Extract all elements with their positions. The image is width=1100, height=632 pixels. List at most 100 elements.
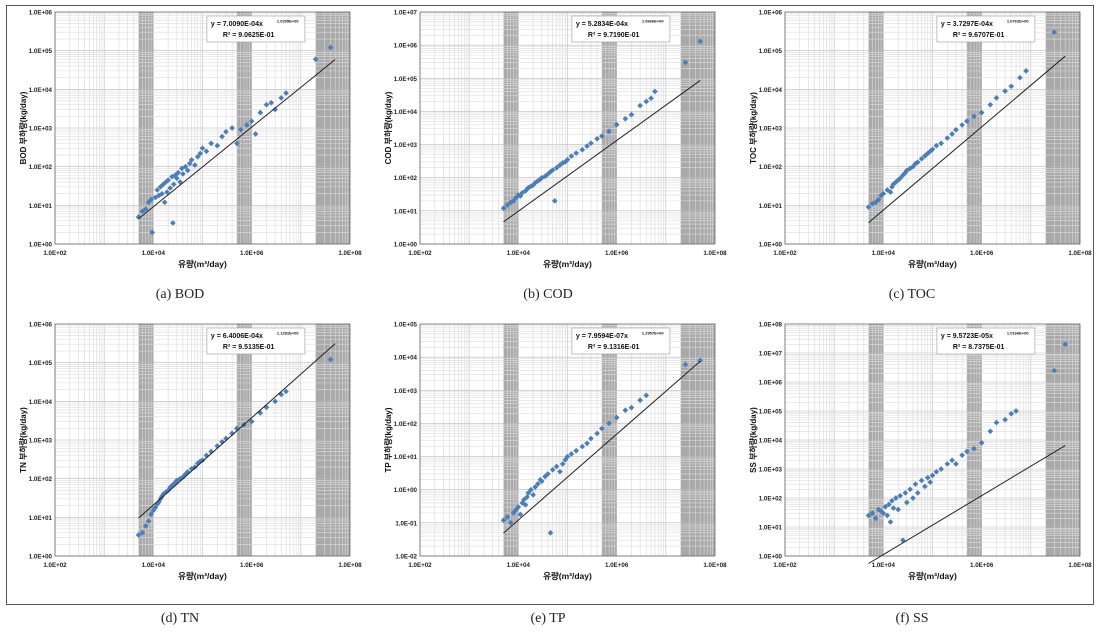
data-point xyxy=(223,128,229,135)
data-point xyxy=(579,443,586,450)
data-point xyxy=(606,420,612,427)
y-tick-label: 1.0E+04 xyxy=(394,109,418,116)
y-axis-label: TN 부하량(kg/day) xyxy=(18,407,28,473)
data-point xyxy=(248,118,255,125)
caption-toc: (c) TOC xyxy=(888,287,936,302)
x-axis-label: 유량(m³/day) xyxy=(908,259,957,269)
data-point xyxy=(918,477,925,484)
y-tick-label: 1.0E+00 xyxy=(759,554,783,561)
data-point xyxy=(599,425,605,432)
data-point xyxy=(588,140,594,147)
data-point xyxy=(237,126,244,133)
chart-bod: 1.0E+00 1.0E+01 1.0E+02 1.0E+03 1.0E+04 1.0E+… xyxy=(18,10,362,270)
data-point xyxy=(159,190,165,197)
equation-text: y = 9.5723E-05x xyxy=(941,333,993,340)
data-point xyxy=(278,95,285,101)
data-point xyxy=(594,430,600,437)
y-tick-label: 1.0E+07 xyxy=(759,351,783,358)
r-squared-text: R² = 9.6707E-01 xyxy=(953,32,1005,39)
data-point xyxy=(628,111,635,118)
x-tick-label: 1.0E+08 xyxy=(1068,562,1092,569)
equation-exponent: 1.1281E+00 xyxy=(277,331,299,336)
data-point xyxy=(564,156,571,163)
y-axis-label: TOC 부하량(kg/day) xyxy=(748,92,758,164)
data-point xyxy=(929,472,936,479)
data-point xyxy=(252,131,259,137)
trend-line xyxy=(503,360,701,534)
data-point xyxy=(924,474,931,481)
plot-border xyxy=(784,323,1081,557)
y-tick-label: 1.0E+03 xyxy=(394,388,418,395)
equation-box xyxy=(571,327,671,355)
data-point xyxy=(622,407,629,414)
y-tick-label: 1.0E+03 xyxy=(394,142,418,149)
x-tick-label: 1.0E+06 xyxy=(605,250,629,257)
x-tick-label: 1.0E+02 xyxy=(408,250,432,257)
trend-line xyxy=(868,55,1066,224)
data-point xyxy=(551,198,558,204)
trend-line xyxy=(868,445,1066,564)
data-point xyxy=(517,511,524,518)
x-tick-label: 1.0E+06 xyxy=(605,562,629,569)
y-tick-label: 1.0E+02 xyxy=(394,175,418,182)
r-squared-text: R² = 9.0625E-01 xyxy=(223,32,275,39)
data-point xyxy=(538,478,545,485)
y-tick-label: 1.0E+03 xyxy=(759,126,783,133)
caption-bod: (a) BOD xyxy=(155,287,205,302)
y-tick-label: 1.0E+05 xyxy=(29,360,53,367)
data-point xyxy=(959,452,965,458)
y-axis-label: TP 부하량(kg/day) xyxy=(383,407,393,472)
y-tick-label: 1.0E+03 xyxy=(29,438,53,445)
data-point xyxy=(521,496,527,503)
caption-tp: (e) TP xyxy=(530,611,566,626)
data-point xyxy=(161,199,168,206)
data-point xyxy=(234,140,240,147)
equation-box xyxy=(936,15,1036,43)
y-tick-label: 1.0E+05 xyxy=(394,322,418,329)
data-point xyxy=(547,530,554,536)
x-tick-label: 1.0E+04 xyxy=(872,562,896,569)
y-tick-label: 1.0E+06 xyxy=(29,10,53,17)
data-point xyxy=(180,171,186,177)
data-point xyxy=(987,101,994,108)
y-tick-label: 1.0E+00 xyxy=(394,487,418,494)
x-tick-label: 1.0E+06 xyxy=(970,562,994,569)
y-tick-label: 1.0E+01 xyxy=(29,515,53,522)
equation-text: y = 7.0090E-04x xyxy=(211,21,263,28)
x-tick-label: 1.0E+04 xyxy=(872,250,896,257)
y-tick-label: 1.0E+03 xyxy=(759,467,783,474)
data-point xyxy=(895,506,901,513)
plot-border xyxy=(54,11,351,245)
caption-cod: (b) COD xyxy=(523,287,573,302)
equation-box xyxy=(206,327,306,355)
y-tick-label: 1.0E+05 xyxy=(759,48,783,55)
data-point xyxy=(953,126,959,133)
data-point xyxy=(165,177,171,183)
x-tick-label: 1.0E+06 xyxy=(240,250,264,257)
chart-tn: 1.0E+00 1.0E+01 1.0E+02 1.0E+03 1.0E+04 1.0E+… xyxy=(18,322,362,582)
y-tick-label: 1.0E+05 xyxy=(394,76,418,83)
x-axis-label: 유량(m³/day) xyxy=(543,571,592,581)
x-tick-label: 1.0E+04 xyxy=(507,250,531,257)
trend-line xyxy=(503,80,701,223)
data-point xyxy=(170,220,176,226)
y-tick-label: 1.0E+05 xyxy=(29,48,53,55)
trend-line xyxy=(138,59,336,220)
data-point xyxy=(167,185,173,191)
y-axis-label: BOD 부하량(kg/day) xyxy=(18,91,28,164)
data-point xyxy=(884,512,891,519)
y-axis-label: SS 부하량(kg/day) xyxy=(748,407,758,473)
data-point xyxy=(135,214,142,220)
x-tick-label: 1.0E+02 xyxy=(43,562,67,569)
data-point xyxy=(652,88,658,95)
y-tick-label: 1.0E+06 xyxy=(29,322,53,329)
y-tick-label: 1.0E-01 xyxy=(395,520,417,527)
y-tick-label: 1.0E+04 xyxy=(29,399,53,406)
data-point xyxy=(1013,408,1019,414)
chart-toc: 1.0E+00 1.0E+01 1.0E+02 1.0E+03 1.0E+04 1.0E+… xyxy=(748,10,1092,270)
y-tick-label: 1.0E+02 xyxy=(29,476,53,483)
x-tick-label: 1.0E+08 xyxy=(1068,250,1092,257)
data-point xyxy=(283,90,289,96)
data-point xyxy=(606,128,612,135)
chart-ss: 1.0E+00 1.0E+01 1.0E+02 1.0E+03 1.0E+04 1.0E+… xyxy=(748,322,1092,582)
